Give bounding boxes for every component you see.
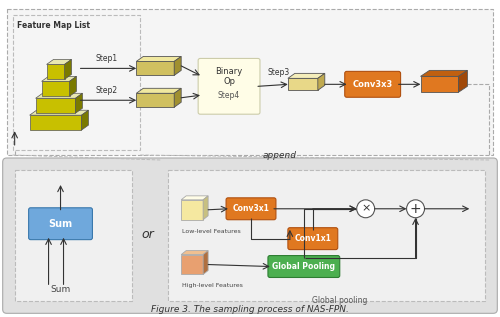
Polygon shape xyxy=(42,81,70,96)
Polygon shape xyxy=(181,251,208,255)
Text: Step1: Step1 xyxy=(96,55,118,63)
Text: ×: × xyxy=(361,204,370,214)
Text: Conv3x3: Conv3x3 xyxy=(352,80,393,89)
Polygon shape xyxy=(318,73,325,90)
Polygon shape xyxy=(136,93,174,107)
Text: Figure 3. The sampling process of NAS-FPN.: Figure 3. The sampling process of NAS-FP… xyxy=(151,305,349,314)
Bar xyxy=(6,9,494,155)
Circle shape xyxy=(356,200,374,218)
Polygon shape xyxy=(174,88,181,107)
Polygon shape xyxy=(36,93,82,98)
Polygon shape xyxy=(458,70,468,92)
Text: Sum: Sum xyxy=(48,219,72,229)
Polygon shape xyxy=(420,76,459,92)
Text: +: + xyxy=(410,202,422,216)
Bar xyxy=(12,15,140,150)
Text: Global Pooling: Global Pooling xyxy=(272,262,336,271)
Polygon shape xyxy=(64,59,71,79)
Polygon shape xyxy=(136,56,181,61)
FancyBboxPatch shape xyxy=(288,228,338,249)
Text: append: append xyxy=(263,151,297,160)
Polygon shape xyxy=(420,70,468,76)
Polygon shape xyxy=(288,73,325,78)
Circle shape xyxy=(406,200,424,218)
Text: Feature Map List: Feature Map List xyxy=(16,21,90,29)
Polygon shape xyxy=(181,196,208,200)
Polygon shape xyxy=(42,76,76,81)
Polygon shape xyxy=(203,251,208,275)
Text: Binary: Binary xyxy=(216,68,242,76)
Polygon shape xyxy=(76,93,82,113)
Bar xyxy=(168,170,486,301)
FancyBboxPatch shape xyxy=(226,198,276,220)
FancyBboxPatch shape xyxy=(28,208,92,240)
Polygon shape xyxy=(82,110,88,130)
Polygon shape xyxy=(30,115,82,130)
Text: Step4: Step4 xyxy=(218,91,240,100)
Text: or: or xyxy=(142,228,154,241)
FancyBboxPatch shape xyxy=(198,58,260,114)
Text: Op: Op xyxy=(223,77,235,86)
Polygon shape xyxy=(203,196,208,220)
FancyBboxPatch shape xyxy=(2,158,498,313)
Bar xyxy=(14,170,132,301)
FancyBboxPatch shape xyxy=(344,71,401,97)
Polygon shape xyxy=(174,56,181,75)
Polygon shape xyxy=(136,88,181,93)
Polygon shape xyxy=(288,78,318,90)
Polygon shape xyxy=(70,76,76,96)
Polygon shape xyxy=(181,255,203,275)
Polygon shape xyxy=(46,64,64,79)
Text: Global pooling: Global pooling xyxy=(312,296,368,305)
Text: Sum: Sum xyxy=(50,285,70,294)
Polygon shape xyxy=(136,61,174,75)
Polygon shape xyxy=(36,98,76,113)
Text: Conv3x1: Conv3x1 xyxy=(232,204,270,213)
Text: Step3: Step3 xyxy=(268,68,290,77)
Text: Low-level Features: Low-level Features xyxy=(182,229,241,234)
Text: High-level Features: High-level Features xyxy=(182,283,243,288)
FancyBboxPatch shape xyxy=(268,256,340,277)
Polygon shape xyxy=(46,59,72,64)
Text: Step2: Step2 xyxy=(96,86,118,95)
Text: Conv1x1: Conv1x1 xyxy=(294,234,332,243)
Polygon shape xyxy=(181,200,203,220)
Polygon shape xyxy=(30,110,88,115)
